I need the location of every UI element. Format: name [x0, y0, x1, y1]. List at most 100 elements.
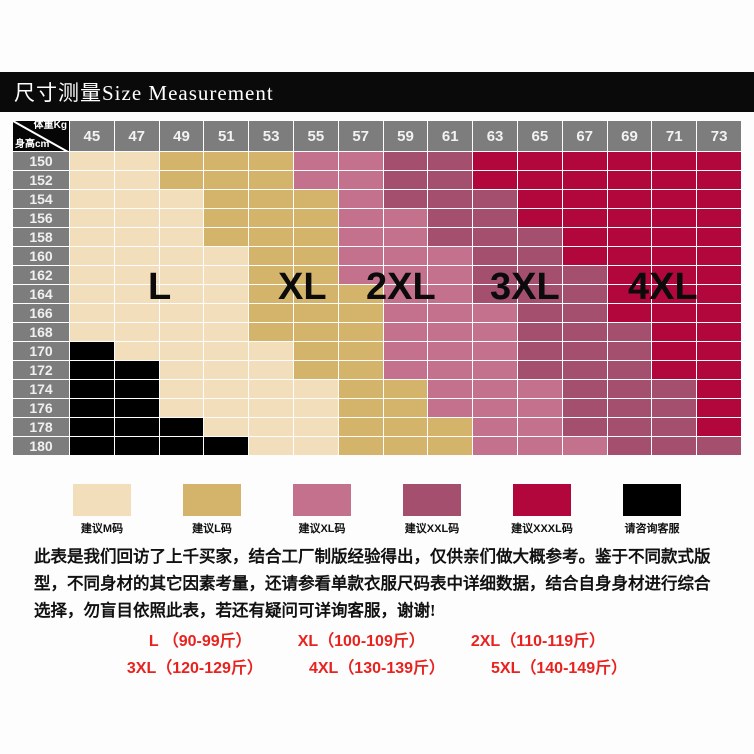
size-cell-178-71	[652, 418, 697, 436]
legend-item: 请咨询客服	[610, 484, 694, 536]
size-cell-156-65	[517, 209, 562, 227]
size-cell-172-53	[249, 361, 293, 379]
size-cell-164-49	[159, 285, 204, 303]
size-cell-166-51	[204, 304, 249, 322]
size-cell-152-67	[562, 171, 607, 189]
size-cell-160-67	[562, 247, 607, 265]
size-cell-164-57	[338, 285, 383, 303]
weight-header-73: 73	[697, 121, 741, 151]
size-cell-178-49	[159, 418, 204, 436]
size-matrix-wrapper: 体重Kg 身高cm 45 47 49 51 53 55 57 59 61 63 65 67 69 71 73…	[12, 120, 742, 456]
size-cell-180-71	[652, 437, 697, 455]
table-row: 176	[13, 399, 741, 417]
size-cell-150-55	[293, 152, 338, 170]
legend-label: 建议XXL码	[404, 523, 460, 535]
legend-swatch	[73, 484, 131, 516]
size-cell-176-71	[652, 399, 697, 417]
size-cell-168-57	[338, 323, 383, 341]
size-cell-156-71	[652, 209, 697, 227]
weight-range-row-1: L （90-99斤） XL（100-109斤） 2XL（110-119斤）	[0, 628, 754, 655]
size-cell-172-51	[204, 361, 249, 379]
size-cell-156-59	[383, 209, 428, 227]
size-cell-180-65	[517, 437, 562, 455]
size-cell-174-73	[697, 380, 741, 398]
size-cell-150-59	[383, 152, 428, 170]
weight-range-item: 5XL（140-149斤）	[491, 660, 628, 677]
size-cell-178-65	[517, 418, 562, 436]
size-cell-178-69	[607, 418, 652, 436]
legend-swatch	[513, 484, 571, 516]
table-row: 172	[13, 361, 741, 379]
weight-header-59: 59	[383, 121, 428, 151]
size-cell-150-73	[697, 152, 741, 170]
table-row: 180	[13, 437, 741, 455]
size-cell-154-69	[607, 190, 652, 208]
size-cell-166-61	[428, 304, 473, 322]
size-cell-170-71	[652, 342, 697, 360]
weight-header-67: 67	[562, 121, 607, 151]
diagonal-divider-icon	[13, 121, 69, 151]
size-cell-158-47	[114, 228, 159, 246]
size-cell-180-63	[473, 437, 517, 455]
size-cell-168-49	[159, 323, 204, 341]
size-cell-166-63	[473, 304, 517, 322]
size-cell-162-47	[114, 266, 159, 284]
table-row: 178	[13, 418, 741, 436]
size-cell-180-67	[562, 437, 607, 455]
size-cell-166-65	[517, 304, 562, 322]
size-cell-174-69	[607, 380, 652, 398]
weight-header-51: 51	[204, 121, 249, 151]
size-cell-150-65	[517, 152, 562, 170]
height-header-174: 174	[13, 380, 69, 398]
size-cell-172-65	[517, 361, 562, 379]
size-cell-174-49	[159, 380, 204, 398]
weight-range-item: XL（100-109斤）	[297, 633, 425, 650]
size-cell-156-57	[338, 209, 383, 227]
corner-height-label: 身高cm	[15, 139, 50, 150]
size-cell-162-63	[473, 266, 517, 284]
size-cell-168-63	[473, 323, 517, 341]
size-cell-150-61	[428, 152, 473, 170]
size-cell-164-69	[607, 285, 652, 303]
size-cell-168-53	[249, 323, 293, 341]
legend-item: 建议XXL码	[390, 484, 474, 536]
size-cell-180-47	[114, 437, 159, 455]
size-cell-154-73	[697, 190, 741, 208]
size-cell-172-71	[652, 361, 697, 379]
size-cell-170-73	[697, 342, 741, 360]
size-cell-156-69	[607, 209, 652, 227]
size-cell-152-53	[249, 171, 293, 189]
weight-header-61: 61	[428, 121, 473, 151]
height-header-170: 170	[13, 342, 69, 360]
size-cell-170-65	[517, 342, 562, 360]
size-cell-178-47	[114, 418, 159, 436]
size-cell-164-59	[383, 285, 428, 303]
size-cell-150-63	[473, 152, 517, 170]
size-cell-156-55	[293, 209, 338, 227]
table-row: 164	[13, 285, 741, 303]
size-cell-170-57	[338, 342, 383, 360]
size-cell-154-55	[293, 190, 338, 208]
chart-title-bar: 尺寸测量Size Measurement	[0, 72, 754, 112]
size-cell-150-71	[652, 152, 697, 170]
weight-range-item: 4XL（130-139斤）	[308, 660, 446, 677]
size-cell-162-51	[204, 266, 249, 284]
size-cell-180-57	[338, 437, 383, 455]
size-cell-170-55	[293, 342, 338, 360]
size-cell-162-65	[517, 266, 562, 284]
size-cell-158-49	[159, 228, 204, 246]
legend-label: 建议XXXL码	[511, 523, 573, 535]
legend-swatch	[183, 484, 241, 516]
size-cell-152-49	[159, 171, 204, 189]
size-cell-164-71	[652, 285, 697, 303]
size-cell-152-63	[473, 171, 517, 189]
size-cell-152-61	[428, 171, 473, 189]
size-cell-158-61	[428, 228, 473, 246]
size-cell-178-61	[428, 418, 473, 436]
size-cell-178-45	[70, 418, 114, 436]
size-cell-174-53	[249, 380, 293, 398]
size-cell-156-47	[114, 209, 159, 227]
size-cell-172-61	[428, 361, 473, 379]
corner-axis-cell: 体重Kg 身高cm	[13, 121, 69, 151]
